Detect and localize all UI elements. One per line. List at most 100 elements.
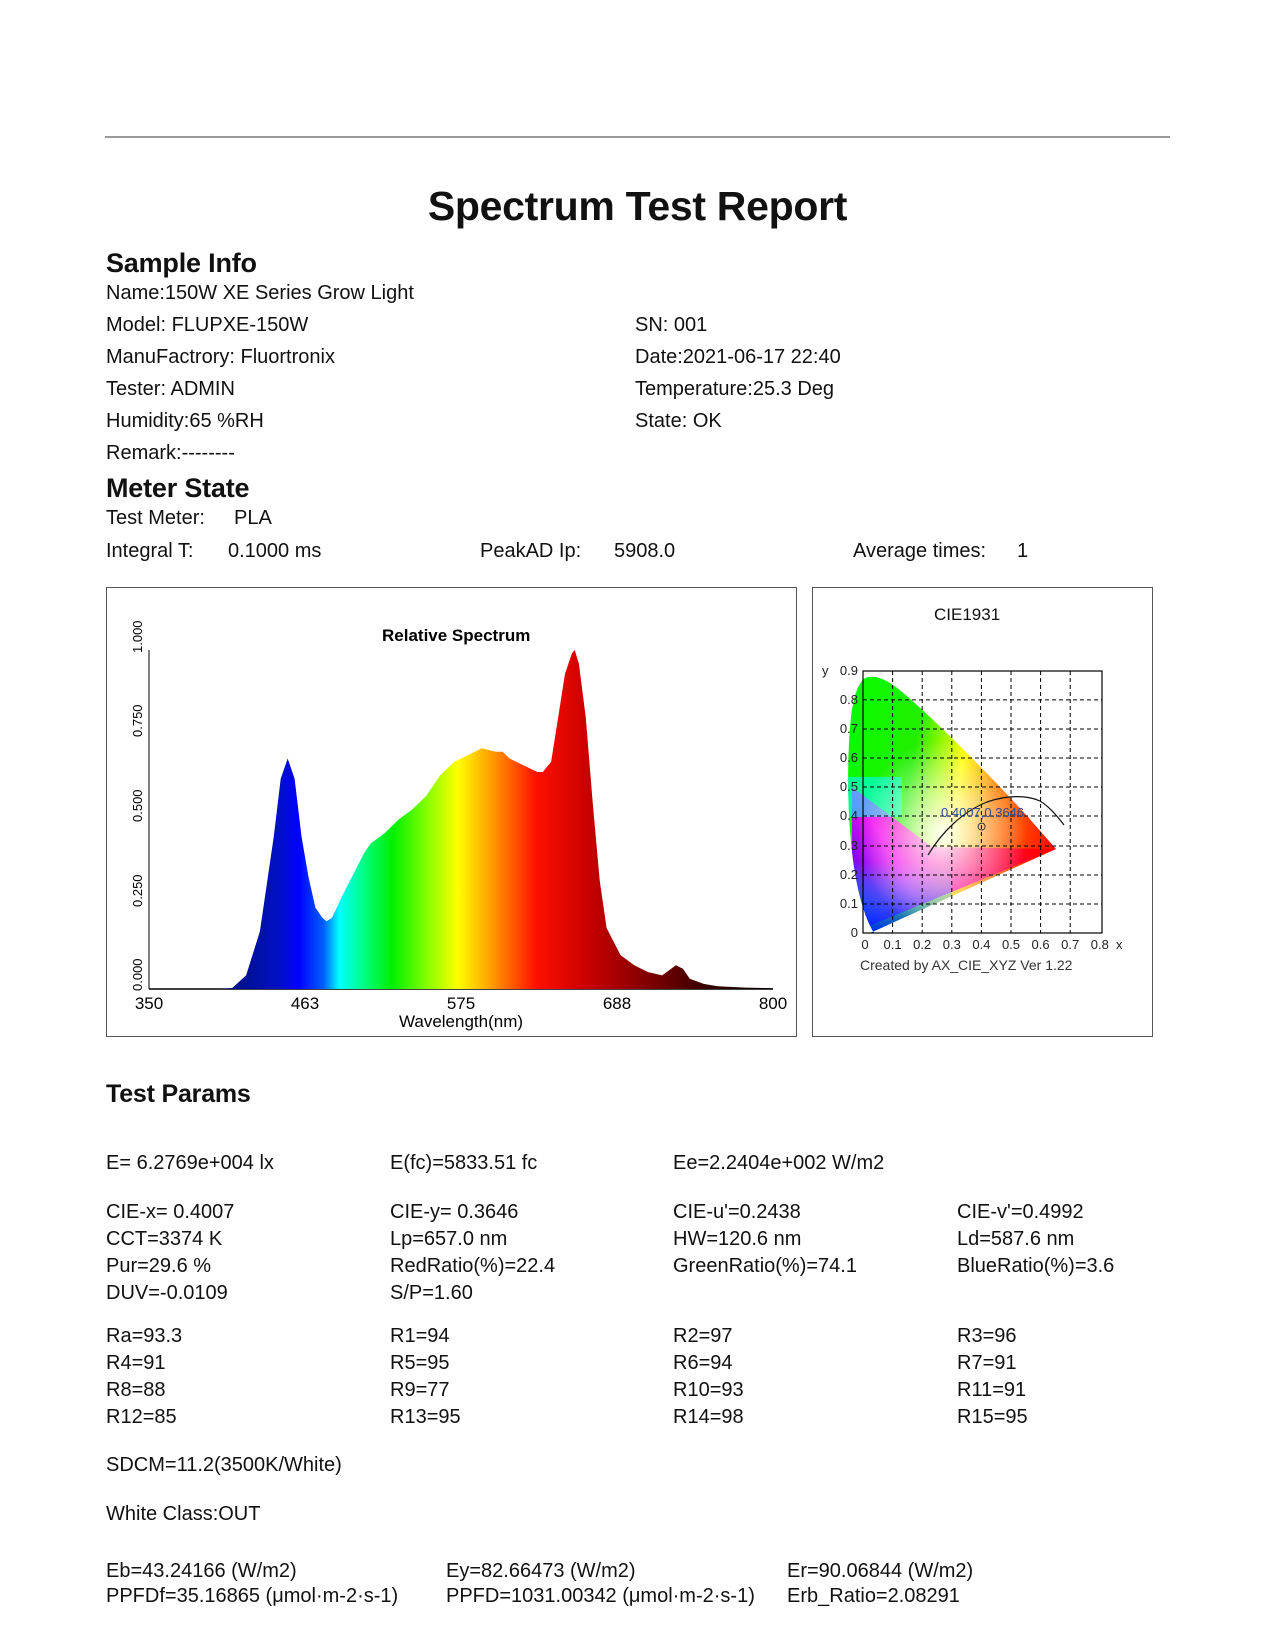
svg-text:0: 0 xyxy=(861,937,868,952)
sample-model: Model: FLUPXE-150W xyxy=(106,314,309,336)
svg-text:0.5: 0.5 xyxy=(840,779,858,794)
sample-manufactory: ManuFactrory: Fluortronix xyxy=(106,346,335,368)
cri-cell: Ra=93.3 xyxy=(106,1325,183,1347)
average-times-label: Average times: xyxy=(853,540,987,562)
cri-cell: R15=95 xyxy=(957,1406,1028,1428)
param-cell: CIE-u'=0.2438 xyxy=(673,1201,801,1223)
report-title: Spectrum Test Report xyxy=(427,183,848,229)
svg-text:0.6: 0.6 xyxy=(840,750,858,765)
param-cell: Ld=587.6 nm xyxy=(957,1228,1075,1250)
sample-state: State: OK xyxy=(635,410,722,432)
svg-text:0.7: 0.7 xyxy=(840,721,858,736)
param-sdcm: SDCM=11.2(3500K/White) xyxy=(106,1454,342,1476)
param-cell: CIE-x= 0.4007 xyxy=(106,1201,235,1223)
param-illuminance-fc: E(fc)=5833.51 fc xyxy=(390,1152,538,1174)
cie-title: CIE1931 xyxy=(934,605,1000,624)
param-ppfdf: PPFDf=35.16865 (μmol·m-2·s-1) xyxy=(106,1585,399,1607)
average-times-value: 1 xyxy=(1017,540,1029,562)
cie-footer: Created by AX_CIE_XYZ Ver 1.22 xyxy=(860,957,1073,973)
spectrum-title: Relative Spectrum xyxy=(382,626,530,645)
test-params-heading: Test Params xyxy=(106,1080,251,1108)
sample-sn: SN: 001 xyxy=(635,314,708,336)
param-erb-ratio: Erb_Ratio=2.08291 xyxy=(787,1585,960,1607)
param-white-class: White Class:OUT xyxy=(106,1503,261,1525)
sample-name: Name:150W XE Series Grow Light xyxy=(106,282,414,304)
cri-cell: R14=98 xyxy=(673,1406,744,1428)
meter-state-heading: Meter State xyxy=(106,473,250,503)
svg-text:0.1: 0.1 xyxy=(884,937,902,952)
cri-cell: R10=93 xyxy=(673,1379,744,1401)
param-cell: HW=120.6 nm xyxy=(673,1228,802,1250)
param-cell: S/P=1.60 xyxy=(390,1282,473,1304)
svg-text:0.7: 0.7 xyxy=(1061,937,1079,952)
svg-text:0.4: 0.4 xyxy=(972,937,990,952)
sample-remark: Remark:-------- xyxy=(106,442,235,464)
y-tick: 0.000 xyxy=(130,958,145,991)
cri-cell: R11=91 xyxy=(957,1379,1027,1401)
cri-cell: R13=95 xyxy=(390,1406,461,1428)
svg-text:0.6: 0.6 xyxy=(1032,937,1050,952)
sample-temperature: Temperature:25.3 Deg xyxy=(635,378,835,400)
svg-text:0.8: 0.8 xyxy=(1091,937,1109,952)
integral-label: Integral T: xyxy=(106,540,194,562)
param-eb: Eb=43.24166 (W/m2) xyxy=(106,1560,297,1582)
cri-cell: R6=94 xyxy=(673,1352,733,1374)
point-label: 0.4007,0.3646 xyxy=(941,805,1024,820)
integral-value: 0.1000 ms xyxy=(228,540,322,562)
peakad-label: PeakAD Ip: xyxy=(480,540,582,562)
svg-text:0.2: 0.2 xyxy=(913,937,931,952)
cri-cell: R3=96 xyxy=(957,1325,1017,1347)
y-tick: 0.750 xyxy=(130,704,145,737)
svg-text:0.3: 0.3 xyxy=(840,838,858,853)
chromaticity-point xyxy=(977,822,986,831)
sample-humidity: Humidity:65 %RH xyxy=(106,410,264,432)
test-meter-label: Test Meter: xyxy=(106,507,205,529)
param-ey: Ey=82.66473 (W/m2) xyxy=(446,1560,636,1582)
x-tick: 575 xyxy=(447,994,475,1013)
cri-cell: R1=94 xyxy=(390,1325,450,1347)
sample-info-heading: Sample Info xyxy=(106,248,257,278)
param-er: Er=90.06844 (W/m2) xyxy=(787,1560,974,1582)
x-tick: 800 xyxy=(759,994,787,1013)
svg-text:0.8: 0.8 xyxy=(840,692,858,707)
param-cell: Lp=657.0 nm xyxy=(390,1228,508,1250)
cri-cell: R5=95 xyxy=(390,1352,450,1374)
param-cell: RedRatio(%)=22.4 xyxy=(390,1255,556,1277)
param-irradiance: Ee=2.2404e+002 W/m2 xyxy=(673,1152,885,1174)
y-axis-label: y xyxy=(822,663,829,678)
svg-text:0: 0 xyxy=(851,925,858,940)
sample-date: Date:2021-06-17 22:40 xyxy=(635,346,841,368)
header-rule xyxy=(105,136,1170,138)
spectrum-area xyxy=(149,650,773,989)
cri-cell: R8=88 xyxy=(106,1379,166,1401)
param-cell: CIE-v'=0.4992 xyxy=(957,1201,1084,1223)
x-tick: 463 xyxy=(291,994,319,1013)
svg-text:0.2: 0.2 xyxy=(840,867,858,882)
param-cell: CIE-y= 0.3646 xyxy=(390,1201,519,1223)
cie1931-plot: CIE1931 0.4007,0.3646 0 0.1 0.2 0.3 0.4 … xyxy=(822,605,1123,973)
test-meter-value: PLA xyxy=(234,507,272,529)
cri-cell: R9=77 xyxy=(390,1379,450,1401)
param-ppfd: PPFD=1031.00342 (μmol·m-2·s-1) xyxy=(446,1585,755,1607)
y-tick: 0.250 xyxy=(130,874,145,907)
param-cell: Pur=29.6 % xyxy=(106,1255,212,1277)
svg-text:0.5: 0.5 xyxy=(1002,937,1020,952)
x-axis-label: x xyxy=(1116,937,1123,952)
x-tick: 688 xyxy=(603,994,631,1013)
svg-text:0.1: 0.1 xyxy=(840,896,858,911)
svg-text:0.9: 0.9 xyxy=(840,663,858,678)
y-tick: 1.000 xyxy=(130,620,145,653)
param-cell: DUV=-0.0109 xyxy=(106,1282,228,1304)
svg-text:0.4: 0.4 xyxy=(840,808,858,823)
cri-cell: R2=97 xyxy=(673,1325,733,1347)
param-cell: BlueRatio(%)=3.6 xyxy=(957,1255,1115,1277)
x-tick: 350 xyxy=(135,994,163,1013)
svg-text:0.3: 0.3 xyxy=(943,937,961,952)
peakad-value: 5908.0 xyxy=(614,540,676,562)
y-tick: 0.500 xyxy=(130,789,145,822)
x-axis-label: Wavelength(nm) xyxy=(399,1012,523,1031)
sample-tester: Tester: ADMIN xyxy=(106,378,235,400)
param-illuminance: E= 6.2769e+004 lx xyxy=(106,1152,274,1174)
cri-cell: R12=85 xyxy=(106,1406,177,1428)
param-cell: GreenRatio(%)=74.1 xyxy=(673,1255,857,1277)
